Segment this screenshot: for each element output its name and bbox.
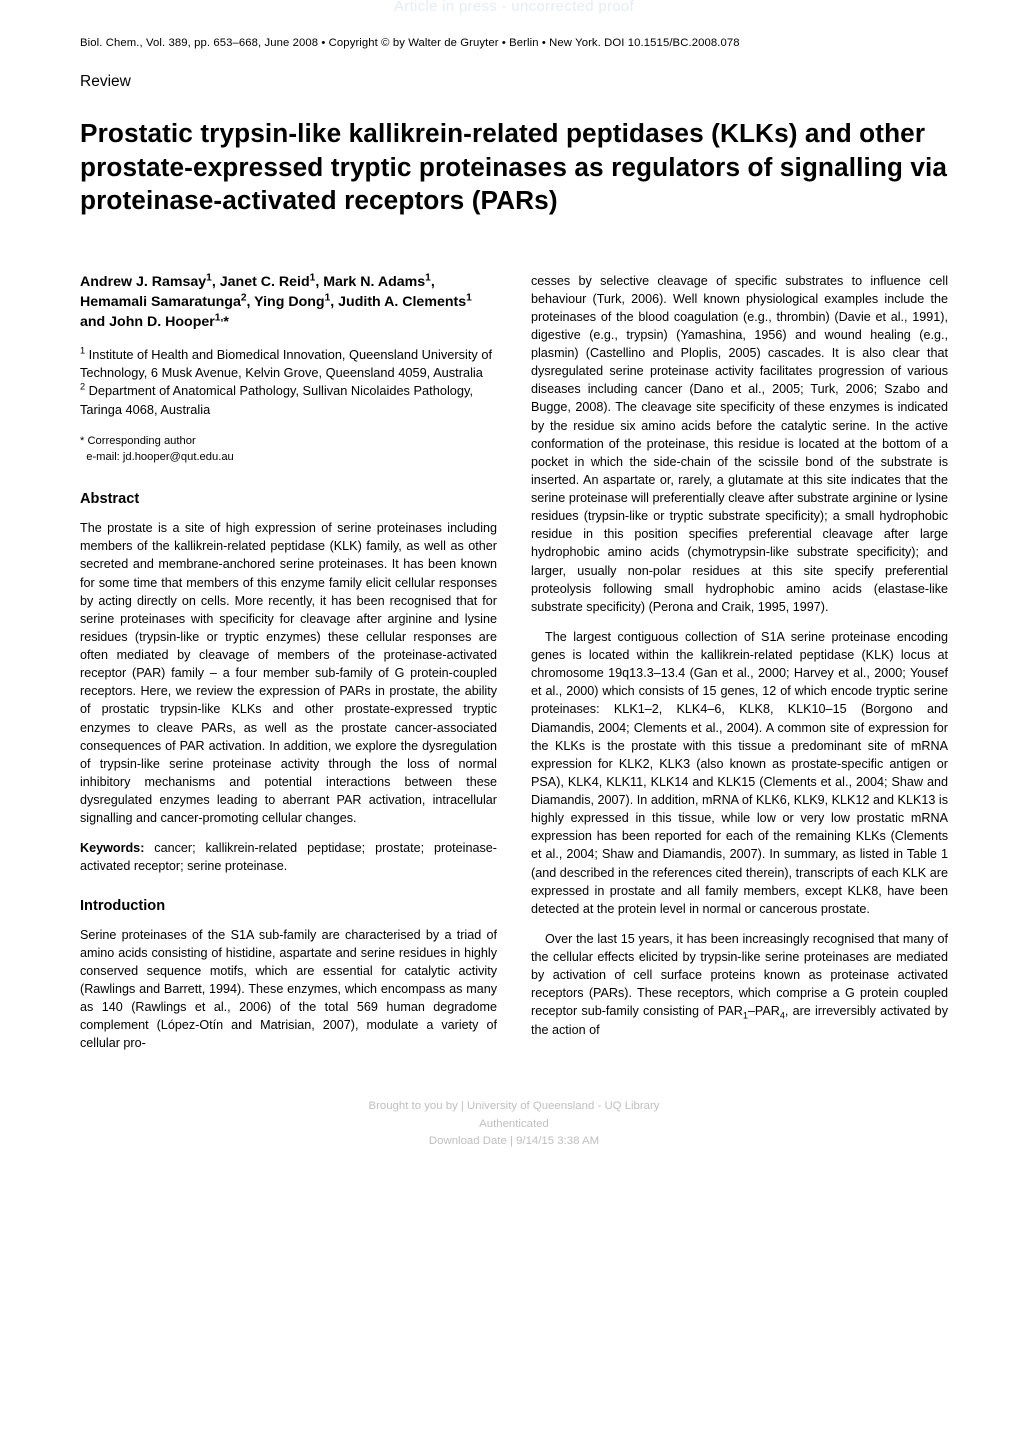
author-list: Andrew J. Ramsay1, Janet C. Reid1, Mark … — [80, 272, 497, 332]
intro-paragraph-r1: cesses by selective cleavage of specific… — [531, 272, 948, 616]
right-column: cesses by selective cleavage of specific… — [531, 272, 948, 1053]
intro-paragraph-left: Serine proteinases of the S1A sub-family… — [80, 926, 497, 1053]
abstract-text: The prostate is a site of high expressio… — [80, 519, 497, 827]
keywords: Keywords: cancer; kallikrein-related pep… — [80, 839, 497, 875]
article-type-label: Review — [80, 73, 948, 91]
two-column-body: Andrew J. Ramsay1, Janet C. Reid1, Mark … — [80, 272, 948, 1053]
footer-line-1: Brought to you by | University of Queens… — [80, 1098, 948, 1115]
page-footer: Brought to you by | University of Queens… — [80, 1098, 948, 1149]
keywords-label: Keywords: — [80, 841, 144, 855]
intro-paragraph-r3: Over the last 15 years, it has been incr… — [531, 930, 948, 1039]
abstract-heading: Abstract — [80, 491, 497, 507]
footer-line-2: Authenticated — [80, 1116, 948, 1133]
corresponding-author: * Corresponding author e-mail: jd.hooper… — [80, 433, 497, 465]
intro-paragraph-r2: The largest contiguous collection of S1A… — [531, 628, 948, 918]
left-column: Andrew J. Ramsay1, Janet C. Reid1, Mark … — [80, 272, 497, 1053]
introduction-heading: Introduction — [80, 898, 497, 914]
article-title: Prostatic trypsin-like kallikrein-relate… — [80, 117, 948, 218]
running-head: Biol. Chem., Vol. 389, pp. 653–668, June… — [80, 37, 948, 49]
footer-line-3: Download Date | 9/14/15 3:38 AM — [80, 1133, 948, 1150]
watermark-text: Article in press - uncorrected proof — [80, 0, 948, 15]
affiliations: 1 Institute of Health and Biomedical Inn… — [80, 346, 497, 419]
